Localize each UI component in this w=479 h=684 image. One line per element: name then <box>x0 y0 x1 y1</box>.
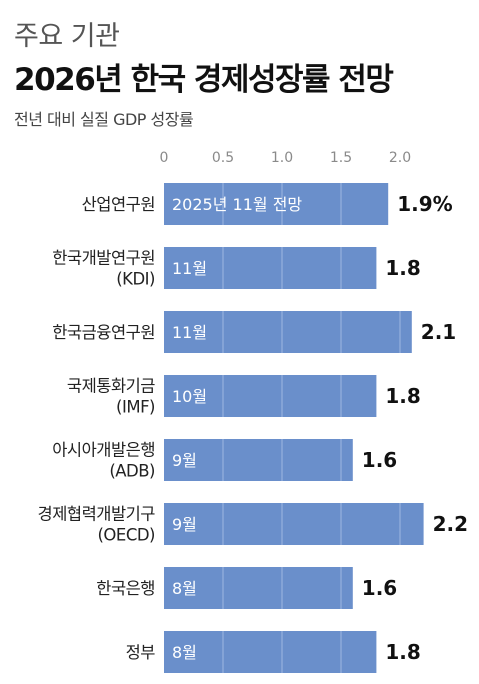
bar-month-label: 11월 <box>172 259 207 278</box>
bar-month-label: 8월 <box>172 643 197 662</box>
value-label: 1.9% <box>397 192 452 216</box>
x-tick-label: 2.0 <box>389 150 411 166</box>
bar <box>164 503 424 545</box>
value-label: 2.2 <box>433 512 468 536</box>
category-label: 한국은행 <box>96 579 155 598</box>
value-label: 2.1 <box>421 320 456 344</box>
category-label: 아시아개발은행 <box>52 441 155 460</box>
bar-month-label: 2025년 11월 전망 <box>172 195 302 214</box>
bar-month-label: 9월 <box>172 451 197 470</box>
bar <box>164 311 412 353</box>
x-tick-label: 1.0 <box>271 150 293 166</box>
category-label: (IMF) <box>116 398 155 417</box>
bar <box>164 567 353 609</box>
bar-month-label: 8월 <box>172 579 197 598</box>
category-label: (ADB) <box>109 462 155 481</box>
category-label: 산업연구원 <box>82 195 155 214</box>
chart-subtitle: 전년 대비 실질 GDP 성장률 <box>14 110 194 129</box>
chart-title: 2026년 한국 경제성장률 전망 <box>14 62 394 98</box>
bar-month-label: 10월 <box>172 387 207 406</box>
category-label: (KDI) <box>116 270 155 289</box>
value-label: 1.6 <box>362 576 397 600</box>
bar-month-label: 11월 <box>172 323 207 342</box>
bar <box>164 439 353 481</box>
value-label: 1.8 <box>385 640 420 664</box>
category-label: 경제협력개발기구 <box>38 505 156 524</box>
value-label: 1.8 <box>385 256 420 280</box>
value-label: 1.8 <box>385 384 420 408</box>
x-tick-label: 1.5 <box>330 150 352 166</box>
category-label: 국제통화기금 <box>67 377 155 396</box>
category-label: 정부 <box>126 643 156 662</box>
bar-month-label: 9월 <box>172 515 197 534</box>
bar <box>164 183 389 225</box>
category-label: (OECD) <box>97 526 155 545</box>
value-label: 1.6 <box>362 448 397 472</box>
x-tick-label: 0 <box>160 150 169 166</box>
category-label: 한국금융연구원 <box>52 323 155 342</box>
category-label: 한국개발연구원 <box>52 249 155 268</box>
x-tick-label: 0.5 <box>212 150 234 166</box>
chart-supertitle: 주요 기관 <box>14 21 120 52</box>
